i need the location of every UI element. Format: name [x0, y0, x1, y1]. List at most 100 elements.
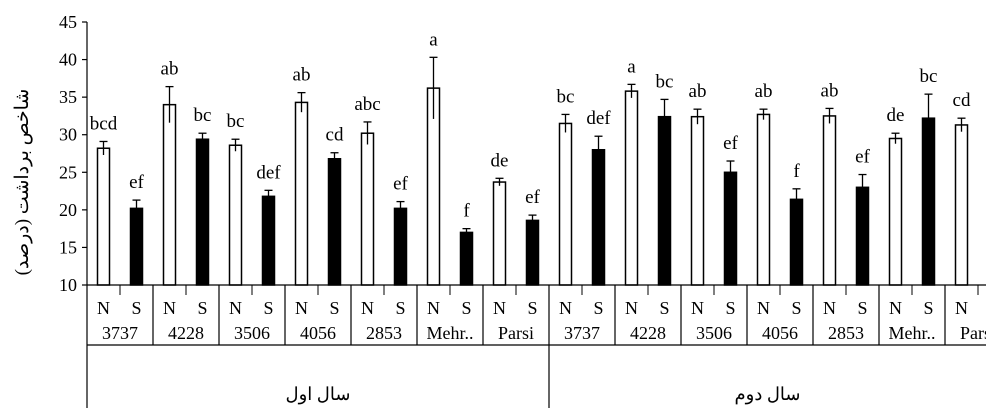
- treatment-label: S: [923, 298, 933, 318]
- year-label: سال دوم: [735, 384, 801, 405]
- cultivar-label: Mehr..: [427, 323, 474, 343]
- treatment-label: N: [823, 298, 836, 318]
- bar-S: [393, 207, 408, 286]
- bar-N: [294, 101, 309, 286]
- x-axis-category-table: NSNSNSNSNSNSNSNSNSNSNSNSNSNS373742283506…: [86, 284, 986, 408]
- significance-letter: bc: [557, 86, 575, 107]
- significance-letter: ab: [293, 65, 311, 86]
- bar-N: [624, 90, 639, 286]
- cultivar-label: 4056: [762, 323, 798, 343]
- bar-N: [96, 147, 111, 286]
- bar-N: [888, 137, 903, 286]
- bar-S: [129, 207, 144, 286]
- bar-S: [525, 219, 540, 286]
- y-axis-title: شاخص برداشت (درصد): [12, 89, 33, 276]
- year-label: سال اول: [286, 384, 351, 405]
- treatment-label: S: [857, 298, 867, 318]
- treatment-label: N: [625, 298, 638, 318]
- cultivar-label: 2853: [828, 323, 864, 343]
- bar-group: de: [491, 150, 509, 286]
- significance-letter: bc: [194, 105, 212, 126]
- significance-letter: ef: [855, 147, 870, 168]
- bar-group: ef: [129, 172, 145, 286]
- significance-letter: ef: [129, 172, 144, 193]
- bar-group: cd: [326, 125, 344, 286]
- significance-letter: ef: [525, 187, 540, 208]
- treatment-label: S: [329, 298, 339, 318]
- significance-letter: cd: [953, 90, 971, 111]
- bar-N: [492, 181, 507, 286]
- treatment-label: N: [163, 298, 176, 318]
- bar-S: [195, 138, 210, 286]
- bar-group: def: [586, 108, 611, 286]
- treatment-label: S: [197, 298, 207, 318]
- bar-group: de: [887, 105, 905, 286]
- treatment-label: N: [559, 298, 572, 318]
- significance-letter: ef: [723, 133, 738, 154]
- significance-letter: bc: [227, 111, 245, 132]
- significance-letter: a: [429, 29, 438, 50]
- treatment-label: S: [263, 298, 273, 318]
- bar-S: [657, 115, 672, 286]
- treatment-label: S: [395, 298, 405, 318]
- bar-group: bc: [557, 86, 575, 286]
- significance-letter: ab: [821, 80, 839, 101]
- bar-group: bc: [656, 71, 674, 286]
- bar-group: abc: [354, 94, 381, 286]
- treatment-label: S: [725, 298, 735, 318]
- bar-S: [855, 186, 870, 286]
- bar-N: [822, 115, 837, 286]
- significance-letter: de: [887, 105, 905, 126]
- significance-letter: ab: [161, 59, 179, 80]
- bar-group: bcd: [90, 113, 118, 286]
- bar-N: [228, 144, 243, 286]
- treatment-label: S: [527, 298, 537, 318]
- bar-group: ab: [755, 81, 772, 286]
- bar-group: bc: [920, 66, 937, 286]
- treatment-label: N: [955, 298, 968, 318]
- bar-S: [261, 195, 276, 286]
- significance-letter: bcd: [90, 113, 118, 134]
- cultivar-label: 3506: [234, 323, 270, 343]
- cultivar-label: 4056: [300, 323, 336, 343]
- bar-N: [690, 115, 705, 286]
- y-axis: 10 15 20 25 30 35 40 45: [59, 12, 88, 295]
- treatment-label: N: [427, 298, 440, 318]
- significance-letter: de: [491, 150, 509, 171]
- bar-group: ef: [393, 174, 409, 286]
- treatment-label: S: [461, 298, 471, 318]
- significance-letter: f: [793, 161, 800, 182]
- bar-group: a: [426, 29, 441, 286]
- treatment-label: N: [757, 298, 770, 318]
- significance-letter: def: [256, 162, 281, 183]
- significance-letter: bc: [656, 71, 674, 92]
- cultivar-label: Mehr..: [889, 323, 936, 343]
- bar-S: [921, 117, 936, 286]
- significance-letter: ef: [393, 174, 408, 195]
- cultivar-label: Parsi: [498, 323, 534, 343]
- cultivar-label: 4228: [168, 323, 204, 343]
- y-tick-label: 30: [59, 125, 77, 145]
- bar-group: ef: [723, 133, 739, 286]
- significance-letter: abc: [354, 94, 380, 115]
- y-tick-label: 35: [59, 87, 77, 107]
- cultivar-label: 3737: [102, 323, 138, 343]
- treatment-label: N: [493, 298, 506, 318]
- bar-group: bc: [227, 111, 245, 286]
- bar-group: ef: [525, 187, 541, 286]
- significance-letter: f: [463, 201, 470, 222]
- bar-S: [327, 158, 342, 286]
- y-tick-label: 25: [59, 162, 77, 182]
- cultivar-label: 4228: [630, 323, 666, 343]
- bar-group: ab: [161, 59, 179, 286]
- treatment-label: S: [593, 298, 603, 318]
- significance-letter: def: [586, 108, 611, 129]
- treatment-label: S: [659, 298, 669, 318]
- bar-S: [591, 148, 606, 286]
- y-tick-label: 10: [59, 275, 77, 295]
- bar-group: bc: [194, 105, 212, 286]
- bar-S: [789, 198, 804, 286]
- bar-N: [360, 132, 375, 286]
